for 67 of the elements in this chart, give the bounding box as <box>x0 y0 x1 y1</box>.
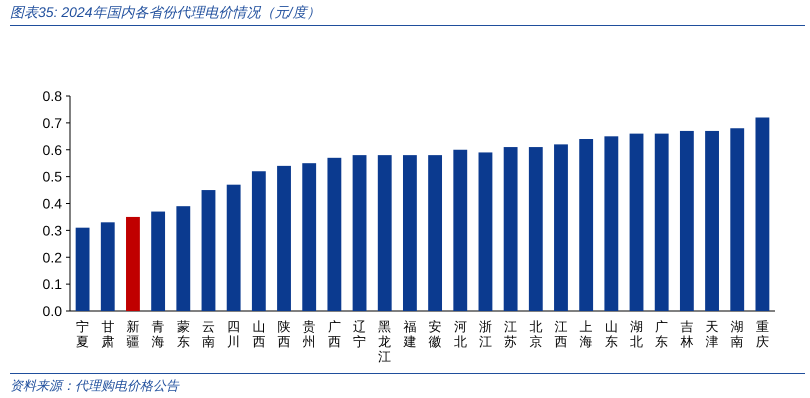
bar <box>277 166 291 311</box>
bar <box>151 212 166 311</box>
bar <box>604 136 618 311</box>
x-tick-label: 江苏 <box>504 319 518 349</box>
bar <box>478 152 492 311</box>
bar <box>528 147 543 311</box>
y-tick-label: 0.0 <box>42 303 62 319</box>
y-tick-label: 0.3 <box>42 222 62 238</box>
x-tick-label: 湖北 <box>630 319 644 349</box>
bar <box>302 163 316 311</box>
x-tick-label: 山东 <box>604 319 618 349</box>
x-tick-label: 云南 <box>202 319 215 349</box>
x-tick-label: 黑龙江 <box>378 319 392 364</box>
x-tick-label: 广东 <box>655 319 668 349</box>
x-tick-label: 广西 <box>328 319 341 349</box>
bar <box>402 155 417 311</box>
x-tick-label: 天津 <box>706 319 719 349</box>
x-tick-label: 上海 <box>580 319 593 349</box>
bar <box>126 216 140 311</box>
x-tick-label: 新疆 <box>126 319 140 349</box>
bar <box>579 139 594 311</box>
bar <box>252 171 266 311</box>
x-tick-label: 辽宁 <box>353 319 366 349</box>
x-tick-label: 贵州 <box>302 319 316 349</box>
x-tick-label: 陕西 <box>278 319 291 349</box>
bar <box>378 155 392 311</box>
bar <box>202 190 216 311</box>
x-tick-label: 湖南 <box>730 319 744 349</box>
bar <box>453 150 468 311</box>
y-tick-label: 0.7 <box>42 114 62 131</box>
bar <box>554 144 568 311</box>
bar <box>504 147 518 311</box>
x-tick-label: 浙江 <box>478 319 492 349</box>
bar <box>100 222 115 311</box>
x-tick-label: 宁夏 <box>76 319 90 349</box>
bar <box>654 134 669 311</box>
y-tick-label: 0.5 <box>42 168 62 185</box>
y-tick-label: 0.1 <box>42 276 62 292</box>
x-tick-label: 北京 <box>529 319 542 349</box>
text: 资料来源：代理购电价格公告 <box>10 373 805 395</box>
chart-title: 图表35: 2024年国内各省份代理电价情况（元/度） <box>10 4 805 26</box>
x-tick-label: 重庆 <box>756 319 769 349</box>
x-tick-label: 甘肃 <box>101 319 114 349</box>
bar <box>705 130 719 311</box>
y-tick-label: 0.2 <box>42 249 62 266</box>
x-tick-label: 青海 <box>152 319 165 349</box>
bar <box>226 184 241 311</box>
x-tick-label: 吉林 <box>679 319 694 349</box>
x-tick-label: 江西 <box>554 319 568 349</box>
x-tick-label: 福建 <box>402 319 416 349</box>
x-tick-label: 蒙东 <box>176 319 190 349</box>
y-tick-label: 0.8 <box>42 88 62 104</box>
x-tick-label: 四川 <box>227 319 240 349</box>
bar <box>327 158 342 311</box>
y-tick-label: 0.4 <box>42 196 62 212</box>
bar <box>730 128 744 311</box>
x-tick-label: 安徽 <box>428 319 442 349</box>
y-tick-label: 0.6 <box>42 142 62 158</box>
bar <box>176 206 190 311</box>
bar <box>630 134 644 311</box>
bar <box>76 228 90 311</box>
bar <box>755 118 770 311</box>
bar <box>428 155 442 311</box>
x-tick-label: 山西 <box>252 319 266 349</box>
bar <box>352 155 366 311</box>
x-tick-label: 河北 <box>454 319 467 349</box>
bar <box>680 130 694 311</box>
